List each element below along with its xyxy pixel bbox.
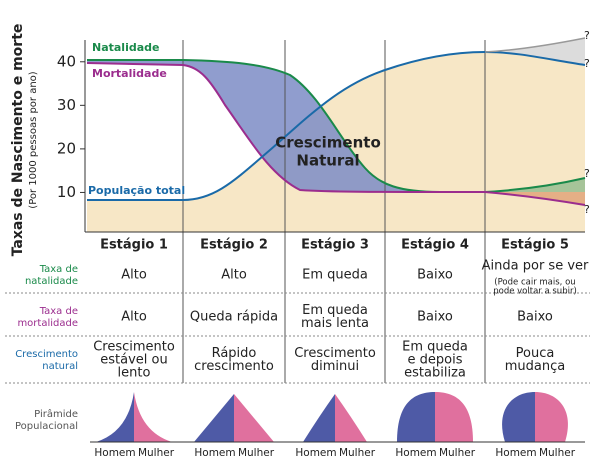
cell-text: Baixo [417,268,453,283]
cell-text: Crescimento [294,346,376,361]
male-label: Homem [295,447,336,459]
cell-text: Alto [121,310,147,325]
cell-text: diminui [311,359,359,374]
growth-label: Crescimento [275,134,381,152]
cell-note: (Pode cair mais, ou [494,278,575,288]
female-label: Mulher [238,447,275,459]
row-label: Taxa de [39,264,78,275]
cell-text: estabiliza [404,366,466,381]
female-label: Mulher [138,447,175,459]
cell-text: Em queda [402,340,468,355]
male-label: Homem [94,447,135,459]
cell-text: estável ou [100,353,167,368]
stage-label: Estágio 1 [100,238,168,253]
decline-area-stage5 [485,192,585,205]
cell-note: pode voltar a subir) [493,287,577,297]
growth-area-stage5 [485,178,585,192]
cell-text: Alto [221,268,247,283]
row-label: mortalidade [17,318,78,329]
growth-label: Natural [296,152,359,170]
natality-curve [87,59,586,193]
growth-area [87,60,485,192]
cell-text: Ainda por se ver [482,259,589,274]
y-tick-label: 40 [57,52,76,70]
unknown-mark: ? [584,57,590,70]
stage-label: Estágio 3 [301,238,369,253]
uncertain-area [485,38,585,65]
table-lines [5,292,590,384]
unknown-mark: ? [584,167,590,180]
cell-text: Em queda [302,303,368,318]
axis-title: Taxas de Nascimento e morte [10,24,26,257]
cell-text: Baixo [517,310,553,325]
stage-label: Estágio 5 [501,238,569,253]
row-label: Crescimento [15,349,78,360]
mortality-curve [86,62,586,206]
y-tick-label: 20 [57,139,76,157]
stage-label: Estágio 2 [200,238,268,253]
cell-text: mudança [505,359,565,374]
y-tick-label: 30 [57,96,76,114]
cell-text: Queda rápida [190,310,278,325]
row-label: Taxa de [39,306,78,317]
row-label: Populacional [15,421,78,432]
female-label: Mulher [339,447,376,459]
uncertain-curve [484,37,586,53]
y-tick-label: 10 [57,183,76,201]
cell-text: Em queda [302,268,368,283]
row-label: natural [42,361,78,372]
population-label: População total [88,184,185,197]
pyramids [90,392,585,443]
cell-text: Baixo [417,310,453,325]
female-label: Mulher [539,447,576,459]
stage-dividers [84,40,585,383]
cell-text: lento [118,366,151,381]
cell-text: Pouca [516,346,555,361]
cell-text: Alto [121,268,147,283]
axis-subtitle: (Por 1000 pessoas por ano) [28,71,39,209]
male-label: Homem [194,447,235,459]
cell-text: crescimento [194,359,274,374]
cell-text: e depois [408,353,463,368]
unknown-mark: ? [584,29,590,42]
mortality-label: Mortalidade [92,67,167,80]
stage-label: Estágio 4 [401,238,469,253]
female-label: Mulher [439,447,476,459]
cell-text: mais lenta [301,316,369,331]
row-label: natalidade [25,276,78,287]
male-label: Homem [395,447,436,459]
unknown-mark: ? [584,203,590,216]
natality-label: Natalidade [92,41,159,54]
male-label: Homem [495,447,536,459]
population-curve [87,50,586,201]
cell-text: Rápido [212,346,257,361]
cell-text: Crescimento [93,340,175,355]
row-label: Pirâmide [34,408,78,420]
